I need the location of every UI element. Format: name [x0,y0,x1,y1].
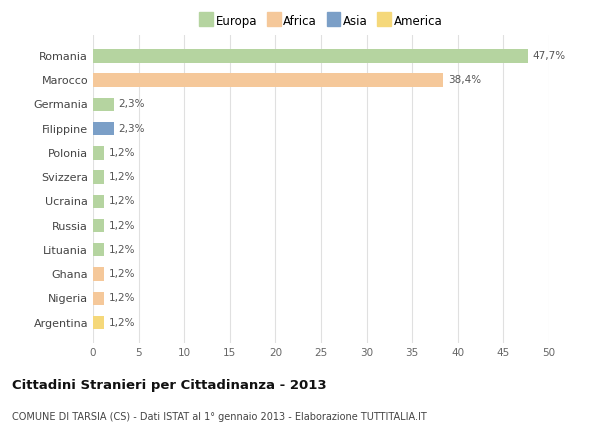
Text: 1,2%: 1,2% [109,148,135,158]
Text: 38,4%: 38,4% [448,75,481,85]
Text: 2,3%: 2,3% [119,99,145,110]
Bar [93,98,114,111]
Bar [93,170,104,184]
Bar [93,219,104,232]
Text: 1,2%: 1,2% [109,318,135,327]
Text: 1,2%: 1,2% [109,269,135,279]
Text: 1,2%: 1,2% [109,293,135,303]
Text: 1,2%: 1,2% [109,220,135,231]
Bar [93,316,104,329]
Bar [93,243,104,257]
Bar [93,122,114,135]
Text: 1,2%: 1,2% [109,172,135,182]
Bar [93,292,104,305]
Bar [93,194,104,208]
Bar [93,73,443,87]
Text: 1,2%: 1,2% [109,245,135,255]
Legend: Europa, Africa, Asia, America: Europa, Africa, Asia, America [194,10,448,33]
Text: 47,7%: 47,7% [533,51,566,61]
Text: Cittadini Stranieri per Cittadinanza - 2013: Cittadini Stranieri per Cittadinanza - 2… [12,379,326,392]
Text: 1,2%: 1,2% [109,196,135,206]
Text: 2,3%: 2,3% [119,124,145,134]
Text: COMUNE DI TARSIA (CS) - Dati ISTAT al 1° gennaio 2013 - Elaborazione TUTTITALIA.: COMUNE DI TARSIA (CS) - Dati ISTAT al 1°… [12,412,427,422]
Bar [93,268,104,281]
Bar [93,146,104,160]
Bar [93,49,528,62]
